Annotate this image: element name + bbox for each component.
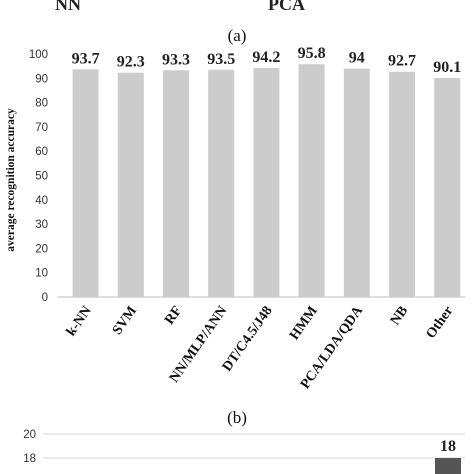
category-label: k-NN <box>64 304 95 339</box>
bar <box>435 458 461 474</box>
value-label: 92.3 <box>117 54 145 71</box>
bar <box>72 69 99 298</box>
y-axis-title: average recognition accuracy <box>5 108 17 252</box>
y-tick-label: 0 <box>42 292 48 304</box>
category-label: HMM <box>287 304 321 343</box>
y-tick-label: 60 <box>35 146 48 158</box>
value-label: 94 <box>349 50 365 67</box>
value-labels: 93.7 92.3 93.3 93.5 94.2 95.8 94 92.7 90.1 <box>72 45 462 76</box>
value-label: 92.7 <box>388 53 416 70</box>
value-label: 93.5 <box>207 51 235 68</box>
panel-b-label: (b) <box>227 408 247 427</box>
category-label: NB <box>388 304 411 329</box>
y-tick-label: 10 <box>35 268 48 280</box>
chart-a: average recognition accuracy 0 10 20 30 40 50… <box>5 45 465 392</box>
y-tick-label: 20 <box>35 243 48 255</box>
top-cut-label-right: PCA <box>268 0 305 14</box>
value-label: 94.2 <box>252 49 280 66</box>
y-tick-label: 30 <box>35 219 48 231</box>
y-tick-label: 40 <box>35 195 48 207</box>
top-cut-label-left: NN <box>55 0 81 14</box>
y-tick-label: 80 <box>35 98 48 110</box>
bar <box>208 69 235 297</box>
y-tick-label: 100 <box>29 49 48 61</box>
value-label: 90.1 <box>433 59 461 76</box>
y-tick-labels: 0 10 20 30 40 50 60 70 80 90 100 <box>29 49 48 304</box>
value-label: 93.7 <box>72 50 100 67</box>
category-label: RF <box>162 304 185 328</box>
bars <box>72 64 461 298</box>
y-tick-label: 20 <box>23 429 36 441</box>
bar <box>389 71 415 297</box>
value-label: 93.3 <box>162 51 190 68</box>
bars-b: 18 <box>435 438 461 474</box>
bar <box>434 78 461 297</box>
grid-lines <box>43 433 465 459</box>
y-tick-label: 70 <box>35 122 48 134</box>
bar <box>117 72 144 297</box>
value-label: 18 <box>440 438 456 455</box>
value-label: 95.8 <box>298 45 326 62</box>
y-tick-label: 90 <box>35 73 48 85</box>
bar <box>298 64 325 298</box>
bar <box>253 68 280 298</box>
bar <box>343 68 370 297</box>
bar <box>163 70 189 297</box>
y-tick-label: 50 <box>35 171 48 183</box>
category-label: Other <box>424 304 457 342</box>
category-label: SVM <box>110 304 140 338</box>
y-tick-label: 18 <box>23 453 36 465</box>
panel-a-label: (a) <box>228 26 247 45</box>
